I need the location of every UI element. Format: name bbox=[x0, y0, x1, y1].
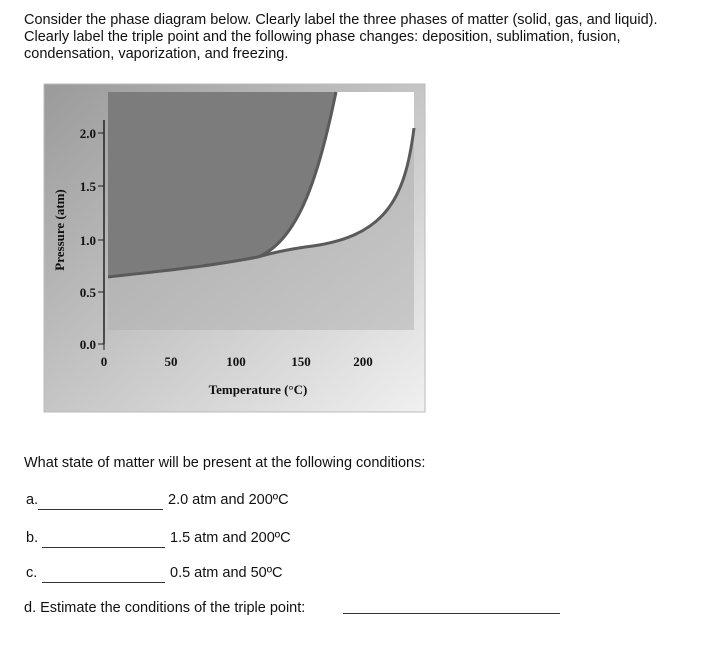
answer-blank bbox=[42, 582, 165, 583]
x-tick-label: 200 bbox=[353, 354, 373, 369]
phase-diagram: 2.0 1.5 1.0 0.5 0.0 0 50 100 150 200 Tem… bbox=[43, 83, 426, 413]
x-tick-label: 0 bbox=[101, 354, 108, 369]
solid-region bbox=[108, 92, 336, 277]
x-tick-label: 50 bbox=[165, 354, 178, 369]
liquid-region bbox=[258, 92, 414, 257]
x-tick-label: 100 bbox=[226, 354, 246, 369]
y-axis-label: Pressure (atm) bbox=[52, 189, 67, 270]
answer-blank bbox=[38, 509, 163, 510]
y-tick-label: 0.5 bbox=[80, 285, 97, 300]
question-prompt: What state of matter will be present at … bbox=[24, 455, 426, 471]
answer-blank bbox=[343, 613, 560, 614]
answer-blank bbox=[42, 547, 165, 548]
y-tick-label: 0.0 bbox=[80, 337, 96, 352]
item-condition: 2.0 atm and 200ºC bbox=[168, 492, 289, 508]
triple-point-question: d. Estimate the conditions of the triple… bbox=[24, 600, 306, 616]
item-letter: b. bbox=[26, 530, 39, 546]
y-tick-label: 2.0 bbox=[80, 126, 96, 141]
item-letter: a. bbox=[26, 492, 39, 508]
instructions: Consider the phase diagram below. Clearl… bbox=[24, 12, 658, 62]
item-condition: 1.5 atm and 200ºC bbox=[170, 530, 291, 546]
y-tick-label: 1.0 bbox=[80, 233, 96, 248]
item-condition: 0.5 atm and 50ºC bbox=[170, 565, 283, 581]
x-axis-label: Temperature (°C) bbox=[209, 382, 308, 397]
y-tick-label: 1.5 bbox=[80, 179, 97, 194]
x-tick-label: 150 bbox=[291, 354, 311, 369]
item-letter: c. bbox=[26, 565, 38, 581]
phase-boundary bbox=[257, 127, 416, 259]
